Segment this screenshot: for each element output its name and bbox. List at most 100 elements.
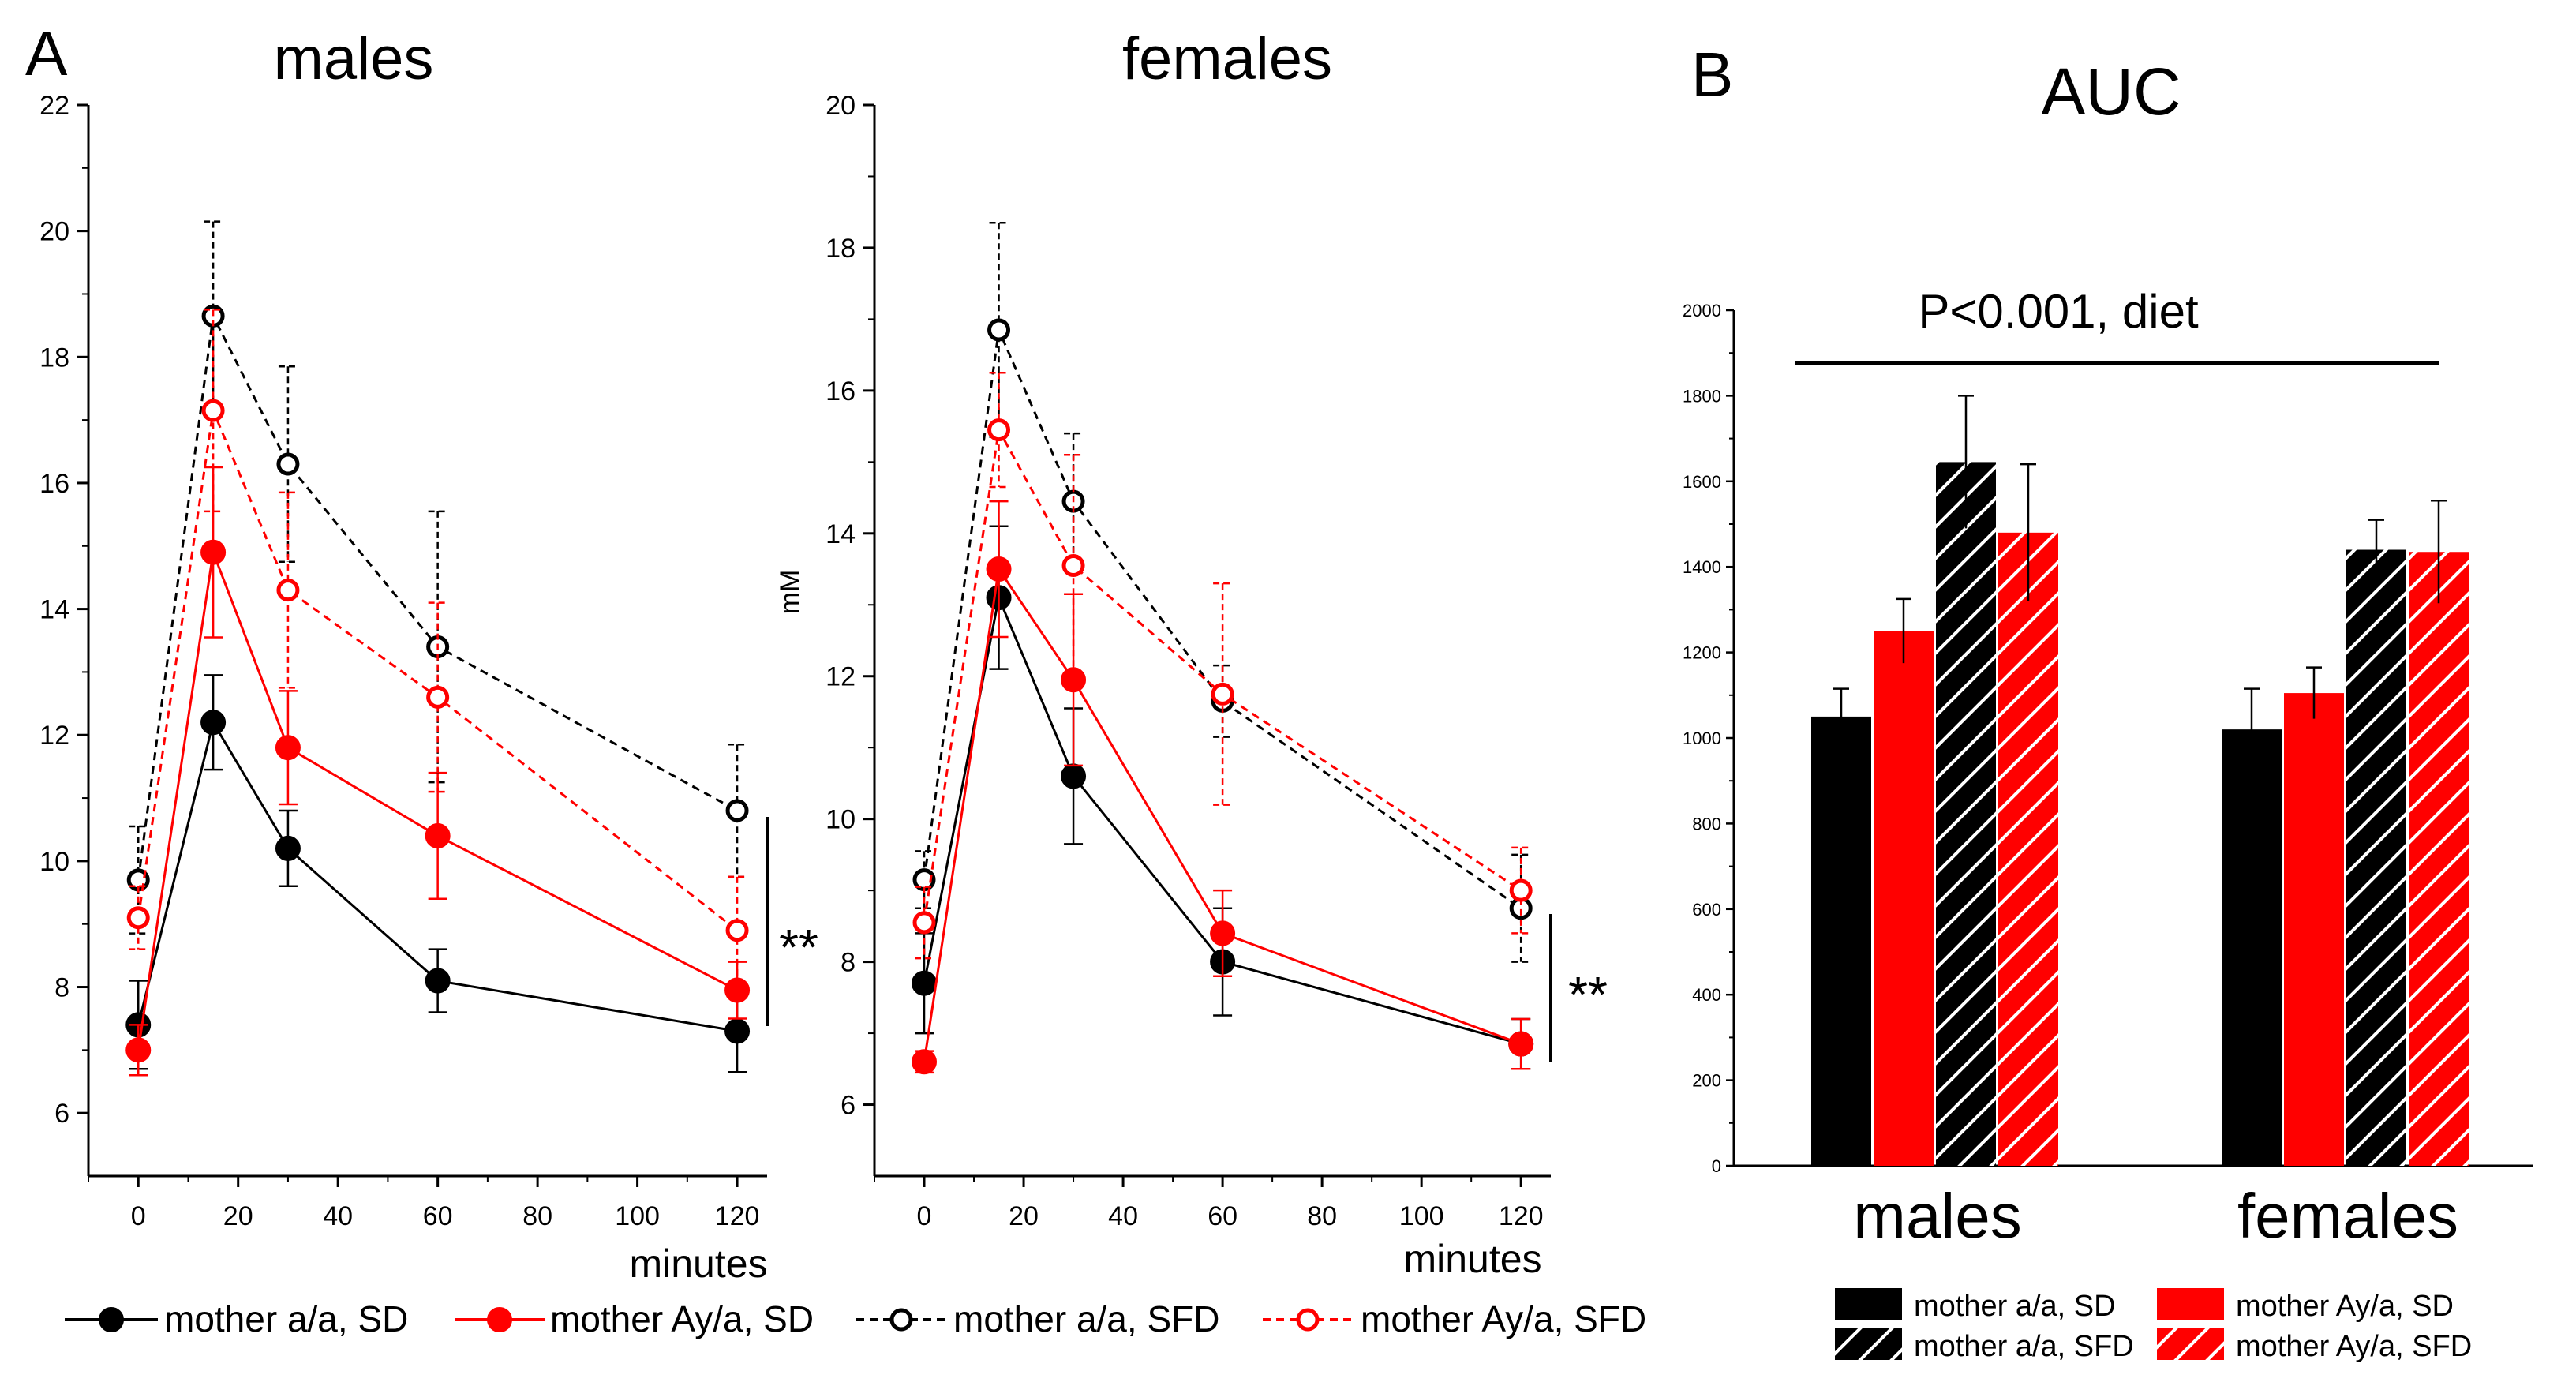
series-line-males-3 (137, 406, 738, 931)
data-point-males-3 (725, 919, 749, 942)
y-tick-label-auc: 1400 (1683, 557, 1721, 577)
legend-item-bar-a-sd: mother a/a, SD (1835, 1288, 2116, 1323)
series-line-males-2 (137, 312, 738, 881)
data-point-females-1 (1061, 667, 1087, 693)
y-tick-label-auc: 800 (1692, 814, 1721, 833)
legend-marker-filled-black (99, 1307, 124, 1332)
y-tick-label-males: 22 (39, 91, 69, 121)
data-point-males-1 (425, 822, 451, 848)
legend-item-line-a-sd: mother a/a, SD (65, 1298, 408, 1339)
data-point-females-3 (912, 911, 936, 935)
legend-item-bar-ay-sfd: mother Ay/a, SFD (2157, 1328, 2472, 1363)
x-tick-label-females: 40 (1108, 1201, 1138, 1231)
y-tick-label-auc: 1200 (1683, 643, 1721, 663)
data-point-males-2 (276, 452, 300, 476)
chart-title-males: males (274, 25, 434, 92)
legend-item-line-a-sfd: mother a/a, SFD (856, 1298, 1219, 1339)
y-tick-label-auc: 400 (1692, 985, 1721, 1005)
legend-item-bar-a-sfd: mother a/a, SFD (1835, 1328, 2134, 1363)
data-point-males-1 (125, 1037, 152, 1063)
legend-label: mother a/a, SFD (1914, 1330, 2134, 1363)
auc-annotation: P<0.001, diet (1918, 285, 2199, 338)
legend-marker-filled-red (487, 1307, 512, 1332)
x-tick-label-males: 40 (323, 1201, 353, 1231)
y-tick-label-males: 16 (39, 469, 69, 499)
legend-swatch-red (2157, 1288, 2224, 1320)
y-tick-label-males: 20 (39, 217, 69, 247)
bar-females-1 (2284, 693, 2344, 1166)
y-tick-label-auc: 1000 (1683, 729, 1721, 748)
data-point-females-2 (987, 318, 1011, 342)
x-tick-label-females: 20 (1009, 1201, 1039, 1231)
data-point-females-1 (986, 556, 1012, 582)
bar-males-0 (1811, 716, 1871, 1166)
y-tick-label-males: 18 (39, 343, 69, 373)
y-tick-label-females: 10 (826, 805, 856, 835)
x-tick-label-females: 80 (1307, 1201, 1337, 1231)
legend-swatch-hatched-black (1835, 1328, 1902, 1360)
significance-males: ** (779, 919, 818, 976)
legend-item-line-ay-sfd: mother Ay/a, SFD (1263, 1298, 1646, 1339)
legend-label: mother a/a, SD (164, 1298, 408, 1339)
data-point-females-0 (1061, 763, 1087, 789)
x-tick-label-males: 0 (131, 1201, 146, 1231)
chart-title-females: females (1122, 25, 1332, 92)
chart-females: females mM 6 8 10 12 14 16 18 20 0 20 40 60 80 100 120… (775, 25, 1608, 1281)
panel-label-a: A (25, 18, 68, 88)
legend-item-line-ay-sd: mother Ay/a, SD (455, 1298, 814, 1339)
legend-label: mother Ay/a, SD (2236, 1290, 2454, 1323)
legend-swatch-hatched-red (2157, 1328, 2224, 1360)
legend-label: mother a/a, SD (1914, 1290, 2116, 1323)
y-tick-label-females: 8 (841, 948, 856, 978)
x-tick-label-females: 100 (1399, 1201, 1444, 1231)
axes-auc: 0 200 400 600 800 1000 1200 1400 1600 1800 2000 mal… (1683, 301, 2533, 1251)
y-tick-label-males: 12 (39, 721, 69, 751)
bar-males-1 (1874, 631, 1934, 1166)
x-tick-label-males: 80 (522, 1201, 552, 1231)
bar-females-3 (2409, 552, 2469, 1166)
legend-label: mother Ay/a, SD (550, 1298, 814, 1339)
data-point-females-3 (1061, 554, 1085, 578)
significance-females: ** (1568, 966, 1608, 1023)
data-point-males-0 (425, 968, 451, 994)
y-tick-label-females: 16 (826, 376, 856, 406)
legend-label: mother a/a, SFD (953, 1298, 1219, 1339)
x-tick-label-females: 0 (917, 1201, 932, 1231)
bar-females-2 (2346, 549, 2406, 1166)
bar-males-2 (1936, 462, 1996, 1166)
data-point-females-3 (1509, 878, 1533, 902)
data-point-males-0 (724, 1018, 751, 1044)
axes-females: 6 8 10 12 14 16 18 20 0 20 40 60 80 100 120 (826, 91, 1551, 1231)
x-tick-label-males: 100 (615, 1201, 660, 1231)
y-tick-label-auc: 600 (1692, 900, 1721, 920)
y-tick-label-auc: 2000 (1683, 301, 1721, 320)
x-tick-label-males: 60 (423, 1201, 453, 1231)
data-point-males-3 (201, 399, 225, 422)
y-tick-label-females: 12 (826, 662, 856, 692)
axes-males: 6 8 10 12 14 16 18 20 22 0 20 40 60 80 100 120 (39, 91, 767, 1231)
x-tick-label-females: 120 (1499, 1201, 1544, 1231)
bar-females-0 (2222, 729, 2282, 1166)
data-point-males-3 (126, 906, 150, 930)
y-tick-label-females: 6 (841, 1091, 856, 1121)
y-tick-label-auc: 1800 (1683, 386, 1721, 406)
data-point-females-0 (912, 970, 938, 996)
x-tick-label-males: 120 (715, 1201, 760, 1231)
y-axis-label-females: mM (775, 570, 805, 615)
legend-lines: mother a/a, SD mother Ay/a, SD mother a/… (65, 1298, 1646, 1339)
data-point-males-1 (275, 735, 301, 761)
y-tick-label-auc: 1600 (1683, 472, 1721, 492)
chart-title-auc: AUC (2041, 54, 2181, 129)
y-tick-label-males: 8 (54, 973, 69, 1003)
y-tick-label-females: 20 (826, 91, 856, 121)
legend-label: mother Ay/a, SFD (1361, 1298, 1646, 1339)
legend-swatch-black (1835, 1288, 1902, 1320)
y-tick-label-females: 14 (826, 519, 856, 549)
y-tick-label-males: 10 (39, 847, 69, 877)
data-point-females-3 (1211, 682, 1234, 706)
category-label-females: females (2237, 1181, 2458, 1251)
data-point-males-1 (200, 539, 227, 565)
x-axis-label-males: minutes (629, 1242, 767, 1286)
data-point-males-0 (275, 835, 301, 861)
